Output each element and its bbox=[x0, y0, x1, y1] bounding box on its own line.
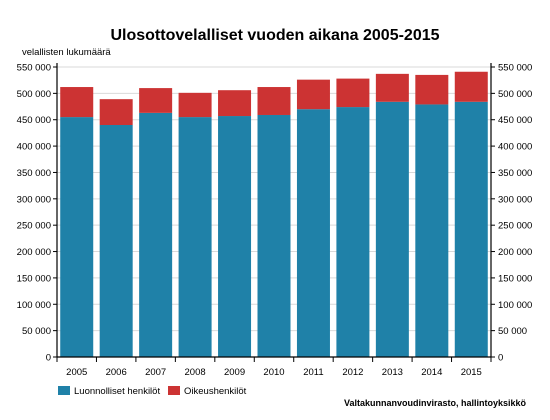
x-tick-label: 2007 bbox=[145, 367, 166, 378]
y-tick-label-left: 300 000 bbox=[17, 194, 51, 205]
bar-luonnolliset bbox=[139, 112, 173, 357]
bar-oikeushenkilot bbox=[296, 79, 330, 110]
y-ticks-left: 0 50 000 100 000 150 000 200 000 250 000 300 0… bbox=[17, 63, 57, 364]
legend-label: Oikeushenkilöt bbox=[184, 386, 247, 397]
y-tick-label-right: 300 000 bbox=[498, 194, 532, 205]
y-axis-label: velallisten lukumäärä bbox=[22, 47, 111, 58]
legend-label: Luonnolliset henkilöt bbox=[74, 386, 160, 397]
legend-swatch bbox=[168, 386, 180, 395]
bar-oikeushenkilot bbox=[336, 78, 370, 108]
y-ticks-right: 0 50 000 100 000 150 000 200 000 250 000 300 0… bbox=[491, 63, 532, 364]
bar-oikeushenkilot bbox=[99, 99, 133, 125]
bar-oikeushenkilot bbox=[454, 71, 488, 102]
x-tick-label: 2010 bbox=[263, 367, 284, 378]
y-tick-label-right: 50 000 bbox=[498, 326, 527, 337]
y-tick-label-left: 100 000 bbox=[17, 300, 51, 311]
y-tick-label-right: 200 000 bbox=[498, 247, 532, 258]
y-tick-label-left: 0 bbox=[46, 353, 51, 364]
bar-oikeushenkilot bbox=[178, 92, 212, 118]
bar-oikeushenkilot bbox=[218, 90, 252, 117]
x-tick-label: 2011 bbox=[303, 367, 323, 378]
y-tick-label-left: 550 000 bbox=[17, 63, 51, 74]
bar-luonnolliset bbox=[257, 114, 291, 358]
bar-luonnolliset bbox=[415, 104, 449, 357]
bars bbox=[60, 71, 488, 358]
bar-luonnolliset bbox=[218, 116, 252, 357]
x-tick-label: 2014 bbox=[421, 367, 442, 378]
y-tick-label-left: 400 000 bbox=[17, 142, 51, 153]
source-note: Valtakunnanvoudinvirasto, hallintoyksikk… bbox=[344, 398, 527, 408]
x-ticks: 2005 2006 2007 2008 2009 2010 2011 2012 2013 2014… bbox=[56, 357, 492, 378]
bar-luonnolliset bbox=[296, 109, 330, 357]
x-tick-label: 2012 bbox=[342, 367, 363, 378]
bar-oikeushenkilot bbox=[257, 87, 291, 115]
y-tick-label-right: 400 000 bbox=[498, 142, 532, 153]
x-tick-label: 2009 bbox=[224, 367, 245, 378]
chart-title: Ulosottovelalliset vuoden aikana 2005-20… bbox=[110, 27, 439, 44]
y-tick-label-right: 350 000 bbox=[498, 168, 532, 179]
bar-oikeushenkilot bbox=[139, 88, 173, 113]
bar-oikeushenkilot bbox=[415, 74, 449, 105]
y-tick-label-right: 100 000 bbox=[498, 300, 532, 311]
legend-swatch bbox=[58, 386, 70, 395]
y-tick-label-right: 550 000 bbox=[498, 63, 532, 74]
y-tick-label-left: 450 000 bbox=[17, 115, 51, 126]
bar-luonnolliset bbox=[375, 101, 409, 357]
y-tick-label-left: 50 000 bbox=[22, 326, 51, 337]
y-tick-label-left: 200 000 bbox=[17, 247, 51, 258]
bar-luonnolliset bbox=[454, 101, 488, 357]
x-tick-label: 2005 bbox=[66, 367, 87, 378]
legend: Luonnolliset henkilöt Oikeushenkilöt bbox=[58, 386, 247, 397]
bar-luonnolliset bbox=[178, 117, 212, 357]
x-tick-label: 2015 bbox=[461, 367, 482, 378]
axes bbox=[56, 63, 492, 358]
x-tick-label: 2013 bbox=[382, 367, 403, 378]
y-tick-label-left: 250 000 bbox=[17, 221, 51, 232]
x-tick-label: 2006 bbox=[106, 367, 127, 378]
y-tick-label-right: 450 000 bbox=[498, 115, 532, 126]
x-tick-label: 2008 bbox=[185, 367, 206, 378]
bar-oikeushenkilot bbox=[375, 73, 409, 102]
y-tick-label-right: 150 000 bbox=[498, 273, 532, 284]
y-tick-label-right: 250 000 bbox=[498, 221, 532, 232]
y-tick-label-left: 350 000 bbox=[17, 168, 51, 179]
bar-oikeushenkilot bbox=[60, 87, 94, 118]
bar-luonnolliset bbox=[336, 107, 370, 357]
y-tick-label-left: 150 000 bbox=[17, 273, 51, 284]
y-tick-label-right: 500 000 bbox=[498, 89, 532, 100]
bar-luonnolliset bbox=[60, 117, 94, 357]
bar-luonnolliset bbox=[99, 125, 133, 357]
y-tick-label-right: 0 bbox=[498, 353, 503, 364]
y-tick-label-left: 500 000 bbox=[17, 89, 51, 100]
